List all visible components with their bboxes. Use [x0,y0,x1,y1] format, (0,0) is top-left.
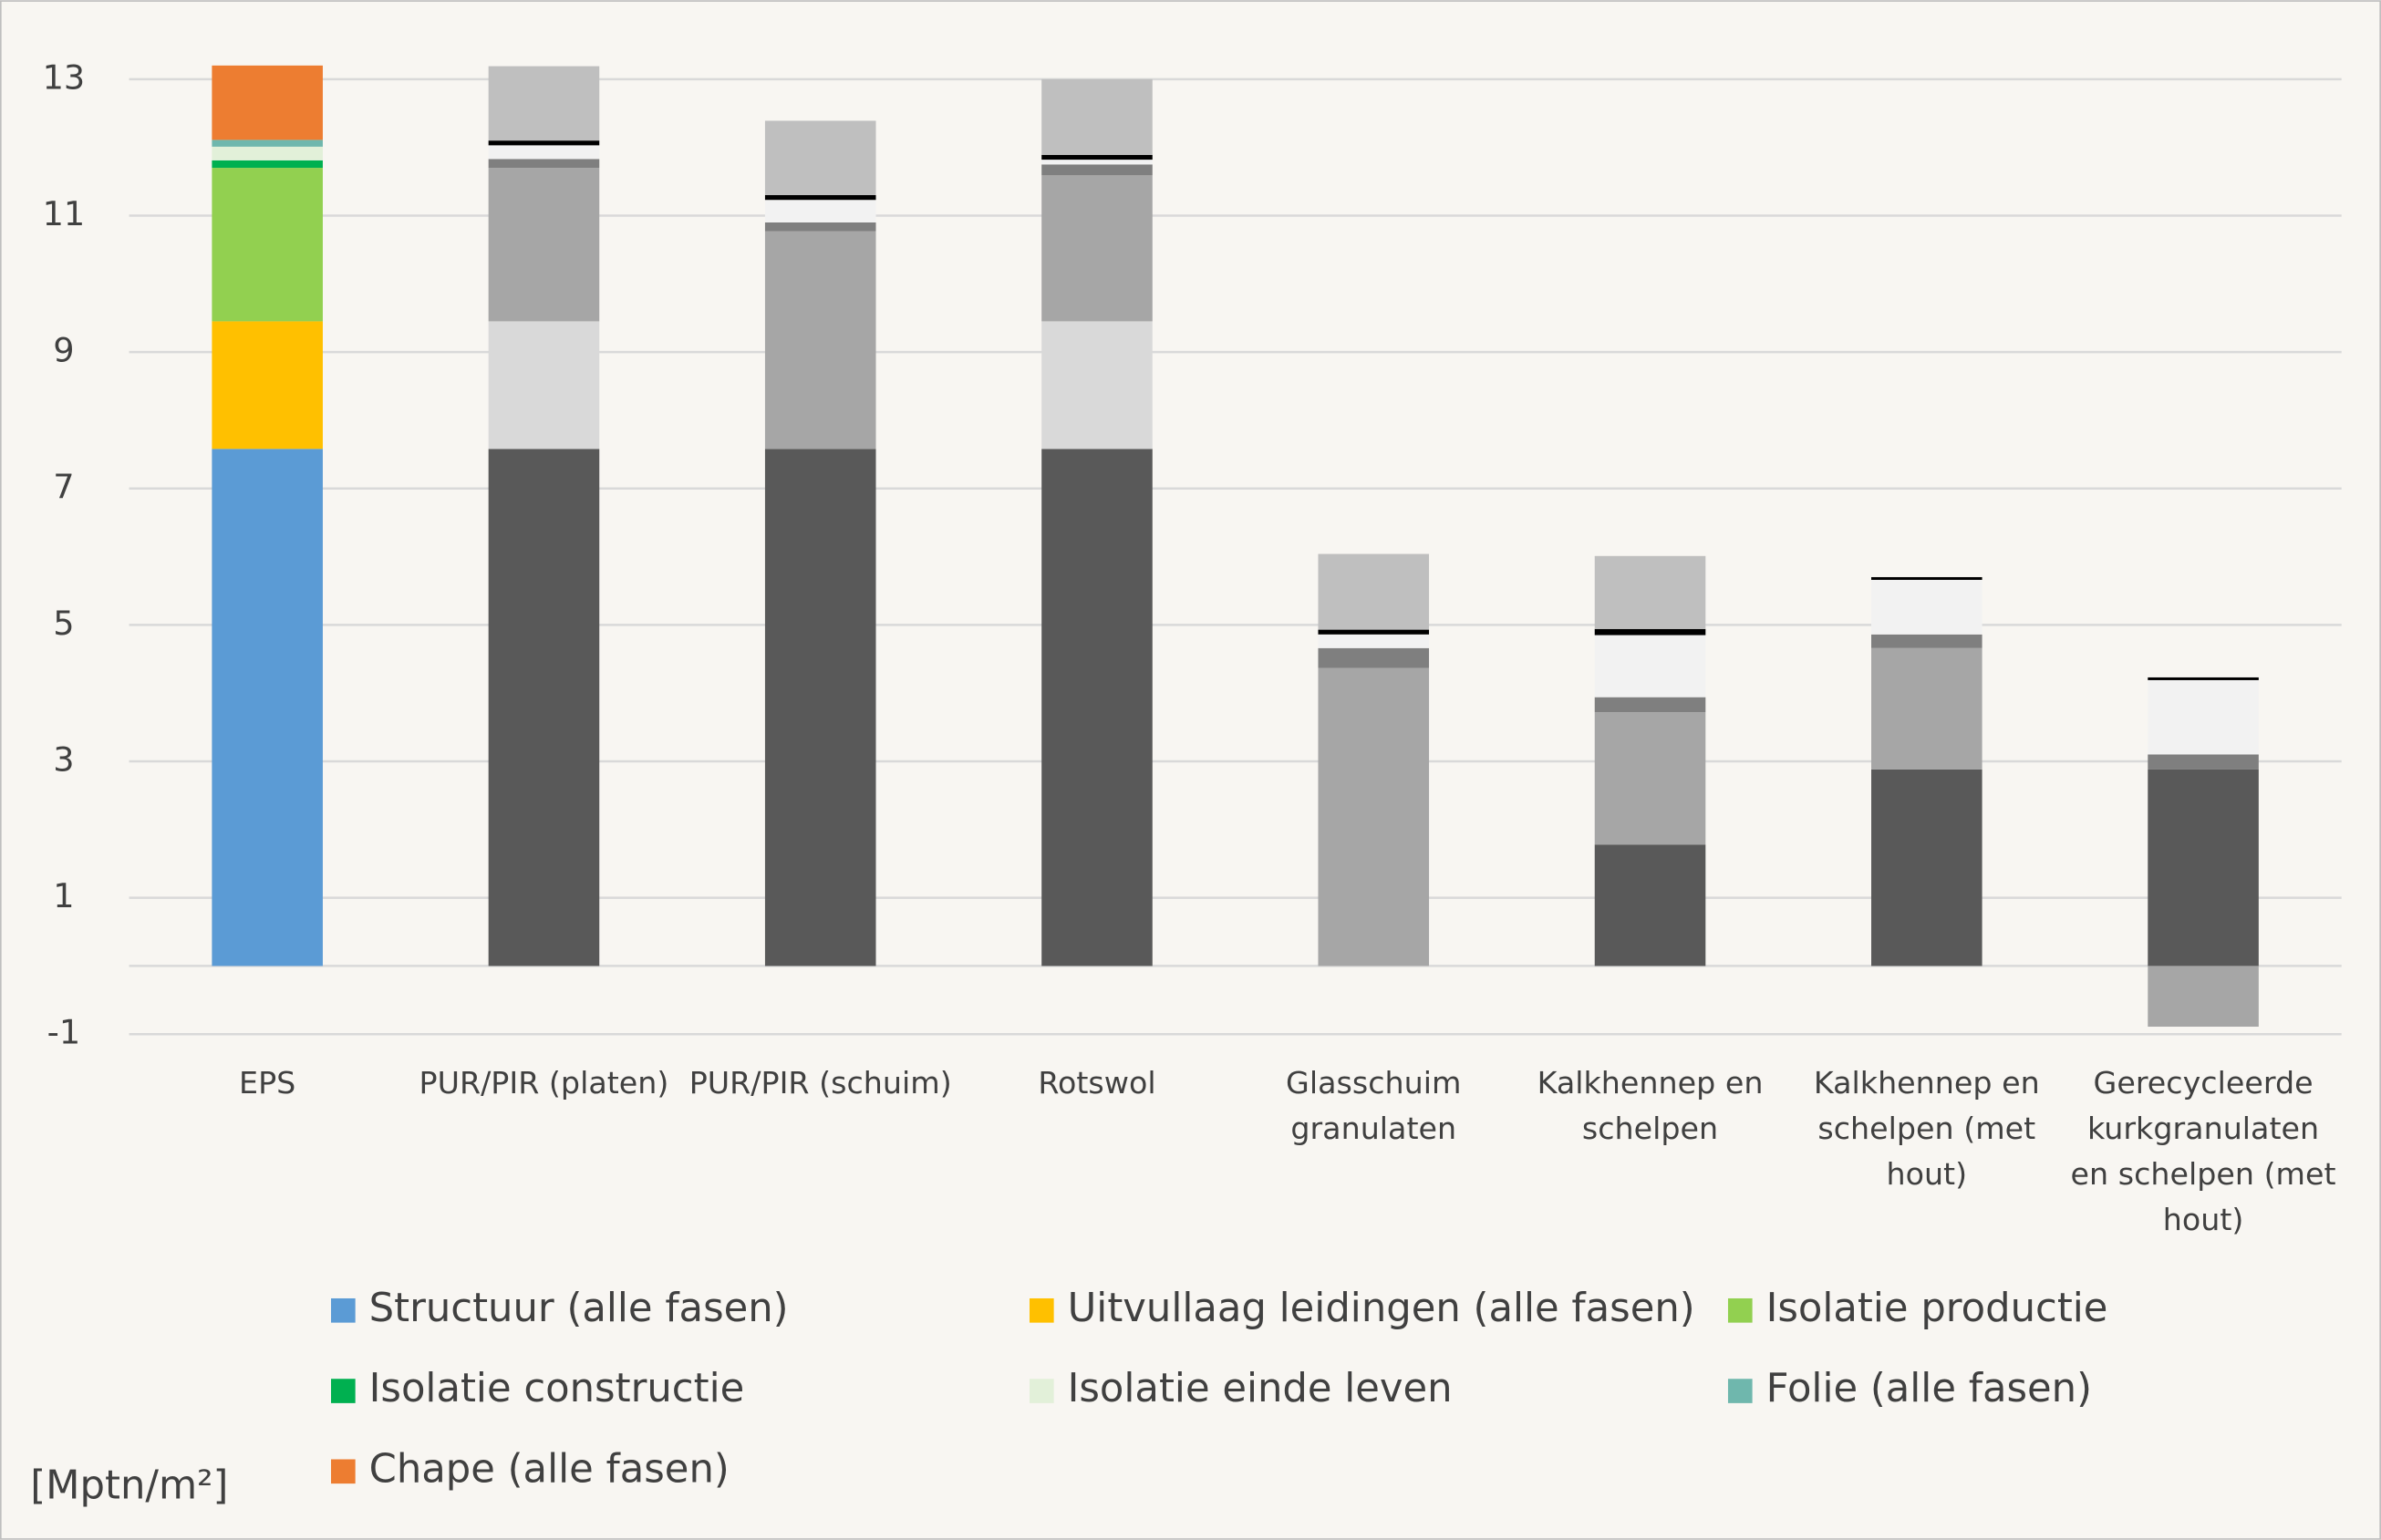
y-tick-label: 13 [43,57,86,97]
y-tick-label: 1 [53,876,74,915]
unit-label: [Mptn/m²] [30,1463,228,1509]
bar-segment [1318,629,1430,635]
bar-segment [488,449,600,966]
bar-segment [1594,635,1706,698]
bar-segment [212,160,323,169]
bar-segment [1871,647,1982,770]
bar-segment [212,140,323,147]
bar-segment [488,159,600,169]
legend-label: Structuur (alle fasen) [369,1286,789,1331]
bar-segment [2148,769,2259,966]
x-tick-label-box: PUR/PIR (schuim) [688,1064,952,1101]
bar-segment [2148,677,2259,680]
bar-segment [764,222,876,232]
x-tick-label-box: PUR/PIR (platen) [419,1064,669,1101]
x-tick-label: Rotswol [1038,1064,1156,1101]
bar-segment [1871,579,1982,635]
bar-segment [1871,576,1982,580]
bar-segment [1594,844,1706,966]
bar-segment [1041,78,1153,155]
bar-segment [488,145,600,160]
x-tick-label: PUR/PIR (platen) [419,1064,669,1101]
bar-segment [212,65,323,140]
x-tick-label-box: Rotswol [1038,1064,1156,1101]
x-tick-label: Kalkhennep en schelpen (met hout) [1813,1064,2040,1193]
x-tick-label-box: Kalkhennep en schelpen [1537,1064,1764,1147]
bar-segment [1041,175,1153,322]
bar-segment [212,168,323,322]
bar-segment [1594,697,1706,713]
bar-segment [488,140,600,146]
bar-segment [764,200,876,222]
bar-segment [212,146,323,160]
y-tick-label: 7 [53,467,74,506]
legend-swatch [331,1459,356,1484]
bar-segment [1594,628,1706,636]
bar-segment [1041,164,1153,176]
legend-label: Isolatie productie [1766,1286,2108,1331]
bar-segment [2148,679,2259,755]
bars [212,65,2259,1028]
legend-label: Uitvullaag leidingen (alle fasen) [1068,1286,1695,1331]
bar-segment [1041,154,1153,160]
y-tick-label: 5 [53,604,74,643]
x-tick-label: Gerecycleerde kurkgranulaten en schelpen… [2070,1064,2336,1238]
bar-segment [764,195,876,201]
bar-segment [488,66,600,141]
bar-segment [1318,647,1430,668]
x-tick-label: Kalkhennep en schelpen [1537,1064,1764,1147]
bar-segment [2148,966,2259,1028]
bar-segment [212,321,323,450]
legend-label: Isolatie constructie [369,1366,745,1411]
legend-swatch [1029,1379,1054,1403]
bar-segment [488,321,600,450]
legend-swatch [331,1379,356,1403]
y-tick-label: -1 [47,1013,81,1052]
bar-segment [2148,754,2259,770]
legend-label: Isolatie einde leven [1068,1366,1453,1411]
bar-segment [1041,321,1153,450]
bar-segment [1594,712,1706,845]
y-tick-label: 11 [43,194,86,233]
bar-segment [1871,769,1982,966]
legend-swatch [1727,1297,1753,1323]
x-tick-label-box: Gerecycleerde kurkgranulaten en schelpen… [2070,1064,2336,1238]
bar-segment [1041,449,1153,966]
x-tick-label-box: Kalkhennep en schelpen (met hout) [1813,1064,2040,1193]
x-tick-label: Glasschuim granulaten [1286,1064,1462,1147]
bar-segment [1871,634,1982,648]
legend-label: Chape (alle fasen) [369,1446,730,1492]
legend-swatch [331,1297,356,1323]
bar-segment [1318,634,1430,648]
legend-swatch [1029,1297,1054,1323]
bar-segment [764,120,876,196]
bar-segment [764,449,876,966]
bar-segment [488,168,600,322]
bar-segment [212,449,323,966]
legend-swatch [1727,1379,1753,1403]
legend-label: Folie (alle fasen) [1766,1366,2092,1411]
x-tick-label: EPS [239,1064,296,1101]
x-tick-label: PUR/PIR (schuim) [688,1064,952,1101]
bar-segment [1318,553,1430,630]
x-tick-label-box: Glasschuim granulaten [1286,1064,1462,1147]
bar-segment [1041,160,1153,165]
y-tick-label: 9 [53,331,74,370]
bar-segment [1594,555,1706,629]
bar-segment [764,231,876,450]
x-tick-label-box: EPS [239,1064,296,1101]
y-tick-label: 3 [53,739,74,779]
bar-segment [1318,667,1430,966]
